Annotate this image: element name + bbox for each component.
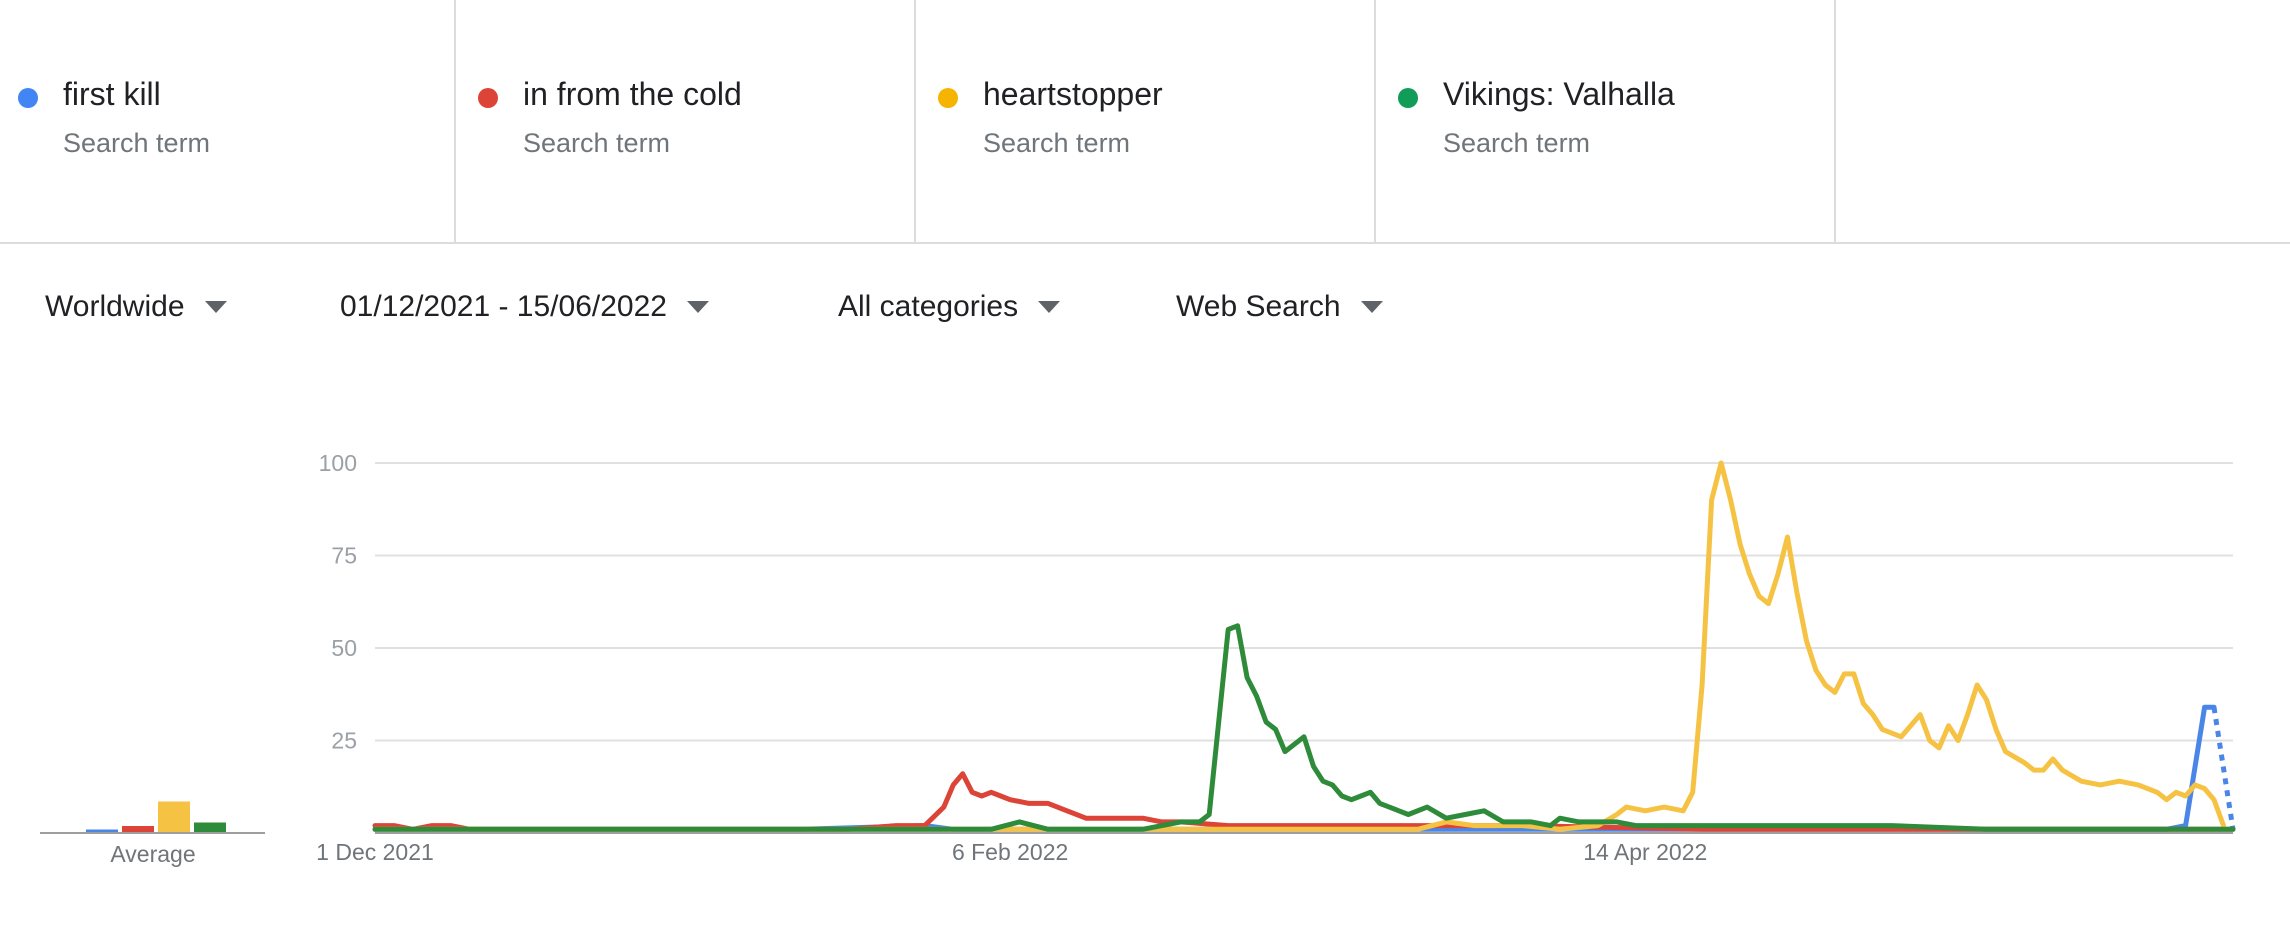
dropdown-arrow-icon [1038,301,1061,313]
category-label: All categories [838,290,1019,323]
search-type-label: Web Search [1176,290,1341,323]
y-tick-label: 100 [319,450,357,476]
series-line [372,704,2217,832]
average-bar [194,822,226,833]
x-tick-label: 14 Apr 2022 [1583,839,1707,865]
y-tick-label: 50 [331,635,357,661]
average-bar [158,801,190,833]
average-label: Average [110,841,195,867]
series-color-dot [478,88,498,108]
search-term-type: Search term [63,128,211,158]
series-partial-line [2211,706,2236,830]
divider [454,0,456,244]
dropdown-arrow-icon [1360,301,1383,313]
region-label: Worldwide [45,290,185,323]
series-color-dot [1398,88,1418,108]
search-term-vikings-valhalla[interactable]: Vikings: Valhalla Search term [1380,0,1840,244]
region-dropdown[interactable]: Worldwide [45,290,227,324]
category-dropdown[interactable]: All categories [838,290,1061,324]
series-line [372,460,2226,832]
search-term-name: Vikings: Valhalla [1443,76,1675,112]
divider [1834,0,1836,244]
divider [1374,0,1376,244]
y-tick-label: 75 [331,543,357,569]
y-tick-label: 25 [331,728,357,754]
search-term-name: first kill [63,76,161,112]
x-tick-label: 1 Dec 2021 [316,839,434,865]
search-terms-bar: first kill Search term in from the cold … [0,0,2290,244]
search-term-name: in from the cold [523,76,742,112]
search-term-type: Search term [1443,128,1591,158]
dropdown-arrow-icon [204,301,227,313]
average-bar [86,829,118,833]
series-color-dot [18,88,38,108]
series-line [372,771,2236,832]
series-line [372,623,2236,832]
average-bars: Average [40,801,265,867]
search-type-dropdown[interactable]: Web Search [1176,290,1383,324]
chart-series [372,460,2236,832]
search-term-type: Search term [983,128,1131,158]
chart-grid: 100 75 50 25 [319,450,2233,834]
x-tick-label: 6 Feb 2022 [952,839,1068,865]
x-axis-ticks: 1 Dec 2021 6 Feb 2022 14 Apr 2022 [316,839,1707,865]
dropdown-arrow-icon [686,301,709,313]
date-range-label: 01/12/2021 - 15/06/2022 [340,290,667,323]
date-range-dropdown[interactable]: 01/12/2021 - 15/06/2022 [340,290,709,324]
add-comparison-slot[interactable] [1840,0,2280,244]
divider [914,0,916,244]
search-term-first-kill[interactable]: first kill Search term [0,0,460,244]
series-color-dot [938,88,958,108]
average-bar [122,826,154,833]
search-term-type: Search term [523,128,671,158]
search-term-in-from-the-cold[interactable]: in from the cold Search term [460,0,920,244]
search-term-name: heartstopper [983,76,1163,112]
search-term-heartstopper[interactable]: heartstopper Search term [920,0,1380,244]
